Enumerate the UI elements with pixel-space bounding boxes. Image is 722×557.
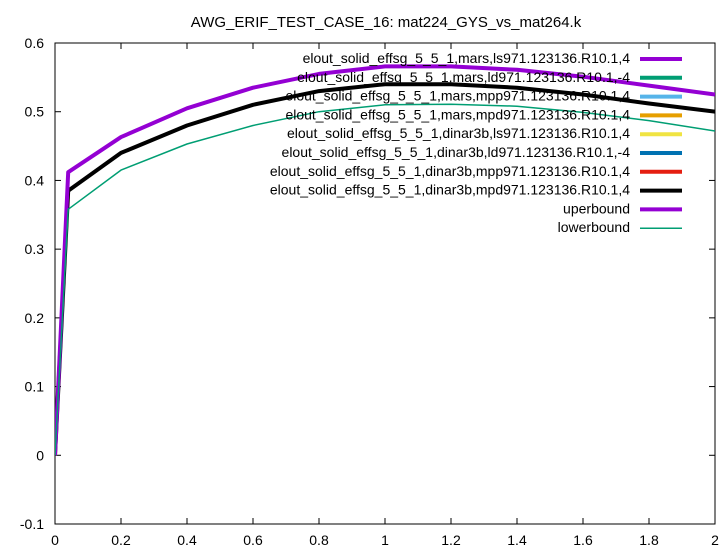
legend-label: elout_solid_effsg_5_5_1,mars,mpd971.1231…: [285, 106, 630, 122]
legend-label: elout_solid_effsg_5_5_1,dinar3b,mpd971.1…: [270, 182, 630, 198]
y-tick-label: -0.1: [20, 516, 44, 532]
x-tick-label: 1: [381, 532, 389, 548]
y-tick-label: 0.1: [25, 379, 45, 395]
x-tick-label: 0.4: [177, 532, 197, 548]
y-tick-label: 0.4: [25, 172, 45, 188]
x-tick-label: 1.2: [441, 532, 461, 548]
x-tick-label: 1.8: [639, 532, 659, 548]
x-tick-label: 0: [51, 532, 59, 548]
legend-label: elout_solid_effsg_5_5_1,dinar3b,ls971.12…: [287, 125, 630, 141]
x-tick-label: 1.4: [507, 532, 527, 548]
legend-label: lowerbound: [558, 219, 630, 235]
legend-label: elout_solid_effsg_5_5_1,mars,mpp971.1231…: [285, 88, 630, 104]
legend-label: elout_solid_effsg_5_5_1,mars,ld971.12313…: [297, 69, 630, 85]
series-line: [55, 64, 715, 456]
legend-label: uperbound: [563, 200, 630, 216]
x-tick-label: 1.6: [573, 532, 593, 548]
x-tick-label: 2: [711, 532, 719, 548]
y-tick-label: 0.6: [25, 35, 45, 51]
y-tick-label: 0.2: [25, 310, 45, 326]
axis-ticks: 0 0.2 0.4 0.6 0.8 1 1.2 1.4 1.6 1.8 2 -0.1 0 0.1 0.2 0.…: [20, 35, 719, 548]
y-tick-label: 0.3: [25, 241, 45, 257]
x-tick-label: 0.2: [111, 532, 131, 548]
legend: elout_solid_effsg_5_5_1,mars,ls971.12313…: [270, 50, 682, 235]
legend-label: elout_solid_effsg_5_5_1,mars,ls971.12313…: [303, 50, 631, 66]
chart-title: AWG_ERIF_TEST_CASE_16: mat224_GYS_vs_mat…: [191, 14, 582, 31]
series-line: [55, 82, 715, 456]
y-tick-label: 0: [36, 447, 44, 463]
legend-label: elout_solid_effsg_5_5_1,dinar3b,mpp971.1…: [270, 163, 630, 179]
series-line: [55, 103, 715, 456]
legend-label: elout_solid_effsg_5_5_1,dinar3b,ld971.12…: [282, 144, 631, 160]
series-layer: [55, 64, 715, 456]
y-tick-label: 0.5: [25, 104, 45, 120]
x-tick-label: 0.6: [243, 532, 263, 548]
x-tick-label: 0.8: [309, 532, 329, 548]
